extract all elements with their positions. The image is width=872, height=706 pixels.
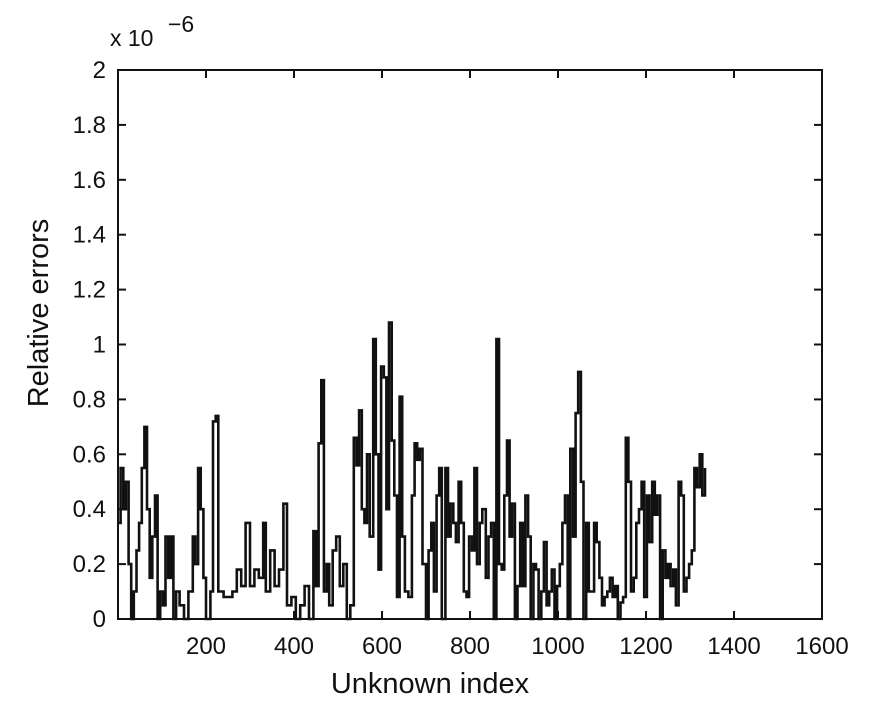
plot-area: [118, 321, 707, 621]
x-tick-label: 400: [274, 633, 314, 660]
y-tick-label: 1.8: [73, 112, 106, 139]
y-tick-label: 0: [93, 606, 106, 633]
y-tick-label: 1.6: [73, 167, 106, 194]
y-axis-label: Relative errors: [23, 219, 55, 408]
y-tick-label: 1.2: [73, 277, 106, 304]
x-tick-label: 200: [186, 633, 226, 660]
x-tick-label: 1000: [531, 633, 584, 660]
x-tick-label: 1400: [707, 633, 760, 660]
x-axis-label: Unknown index: [331, 668, 530, 700]
y-tick-label: 0.2: [73, 551, 106, 578]
y-multiplier-label: x 10: [110, 25, 153, 51]
y-tick-label: 0.8: [73, 386, 106, 413]
y-tick-label: 2: [93, 57, 106, 84]
x-tick-label: 800: [450, 633, 490, 660]
y-tick-label: 0.4: [73, 496, 106, 523]
x-tick-label: 1200: [619, 633, 672, 660]
x-tick-label: 1600: [795, 633, 848, 660]
plot-frame: [117, 69, 823, 620]
y-tick-label: 1: [93, 332, 106, 359]
y-tick-label: 0.6: [73, 441, 106, 468]
x-tick-label: 600: [362, 633, 402, 660]
y-tick-label: 1.4: [73, 222, 106, 249]
axis-ticks: 0 0.2 0.4 0.6 0.8 1 1.2 1.4 1.6 1.8 2 200 400 600 800 1…: [73, 57, 849, 660]
y-multiplier-exponent: −6: [168, 11, 194, 37]
relative-error-series-line: [118, 321, 707, 621]
